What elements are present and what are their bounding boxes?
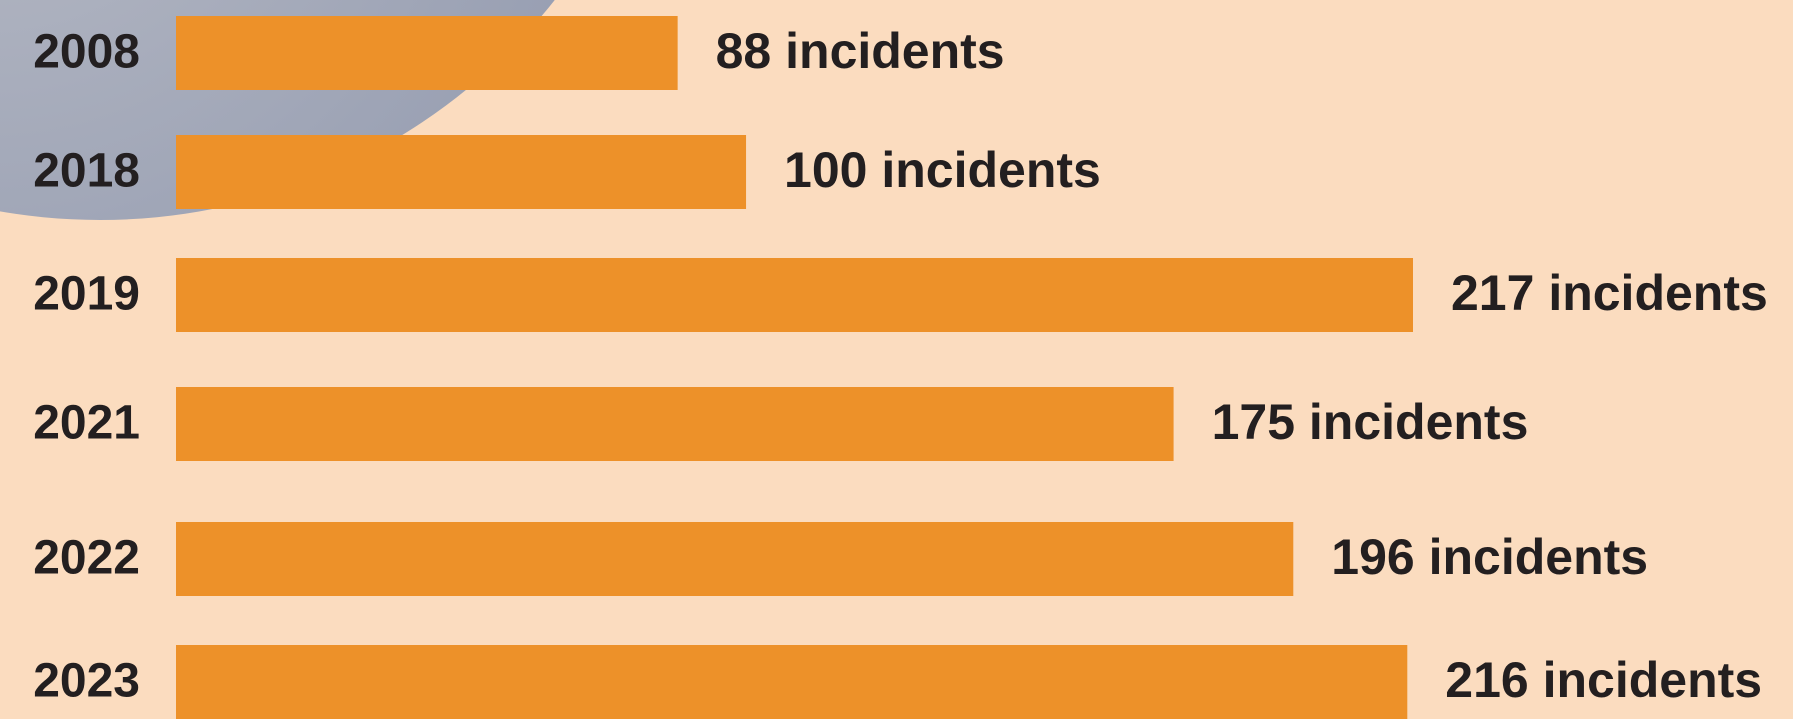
value-label: 217 incidents <box>1451 265 1768 321</box>
category-label: 2021 <box>33 397 140 450</box>
bar <box>176 135 746 209</box>
category-label: 2019 <box>33 268 140 321</box>
page: 88 incidents 2008 100 incidents 2018 217 inc… <box>0 0 1793 719</box>
bar <box>176 645 1407 719</box>
chart: 88 incidents 2008 100 incidents 2018 217 inc… <box>0 0 1793 719</box>
bar <box>176 387 1174 461</box>
value-label: 216 incidents <box>1445 652 1762 708</box>
category-label: 2022 <box>33 532 140 585</box>
value-label: 175 incidents <box>1212 394 1529 450</box>
value-label: 88 incidents <box>716 23 1005 79</box>
category-label: 2023 <box>33 655 140 708</box>
bar <box>176 258 1413 332</box>
value-label: 196 incidents <box>1331 529 1648 585</box>
bar <box>176 16 678 90</box>
value-label: 100 incidents <box>784 142 1101 198</box>
category-label: 2018 <box>33 145 140 198</box>
category-label: 2008 <box>33 26 140 79</box>
bar <box>176 522 1293 596</box>
